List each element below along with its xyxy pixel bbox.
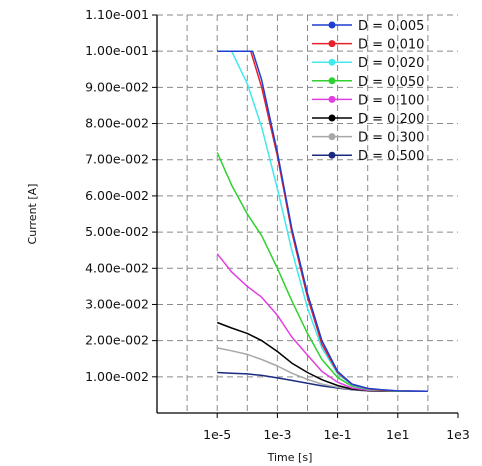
y-tick-label: 1.00e-001 <box>85 43 149 58</box>
legend: D = 0.005 D = 0.010 D = 0.020 D = 0.050 D = … <box>312 19 424 164</box>
tick-labels: 1.00e-002 2.00e-002 3.00e-002 4.00e-002 5.00… <box>85 7 470 442</box>
legend-marker-2 <box>328 58 336 66</box>
x-tick-label: 1e1 <box>386 427 410 442</box>
x-tick-label: 1e3 <box>446 427 470 442</box>
y-tick-label: 2.00e-002 <box>85 333 149 348</box>
y-tick-label: 3.00e-002 <box>85 296 149 311</box>
data-series <box>216 50 428 393</box>
legend-label-4: D = 0.100 <box>358 93 424 108</box>
grid-lines <box>157 14 458 413</box>
legend-label-2: D = 0.020 <box>358 56 424 71</box>
legend-label-1: D = 0.010 <box>358 38 424 53</box>
legend-marker-4 <box>328 95 336 103</box>
x-tick-label: 1e-1 <box>324 427 352 442</box>
y-axis-title: Current [A] <box>26 184 39 245</box>
legend-marker-0 <box>328 21 336 29</box>
legend-marker-3 <box>328 77 336 85</box>
legend-marker-1 <box>328 40 336 48</box>
axes <box>152 14 459 418</box>
legend-marker-7 <box>328 151 336 159</box>
x-tick-label: 1e-5 <box>203 427 231 442</box>
legend-label-5: D = 0.200 <box>358 112 424 127</box>
legend-marker-5 <box>328 114 336 122</box>
series-line-0 <box>217 50 428 393</box>
y-tick-label: 9.00e-002 <box>85 79 149 94</box>
legend-label-7: D = 0.500 <box>358 149 424 164</box>
legend-marker-6 <box>328 133 336 141</box>
legend-label-0: D = 0.005 <box>358 19 424 34</box>
y-tick-label: 4.00e-002 <box>85 260 149 275</box>
y-tick-label: 1.00e-002 <box>85 369 149 384</box>
y-tick-label: 8.00e-002 <box>85 116 149 131</box>
legend-label-6: D = 0.300 <box>358 131 424 146</box>
legend-label-3: D = 0.050 <box>358 75 424 90</box>
y-tick-label: 7.00e-002 <box>85 152 149 167</box>
x-tick-label: 1e-3 <box>263 427 291 442</box>
y-tick-label: 6.00e-002 <box>85 188 149 203</box>
y-tick-label: 1.10e-001 <box>85 7 149 22</box>
x-axis-title: Time [s] <box>267 451 313 464</box>
y-tick-label: 5.00e-002 <box>85 224 149 239</box>
